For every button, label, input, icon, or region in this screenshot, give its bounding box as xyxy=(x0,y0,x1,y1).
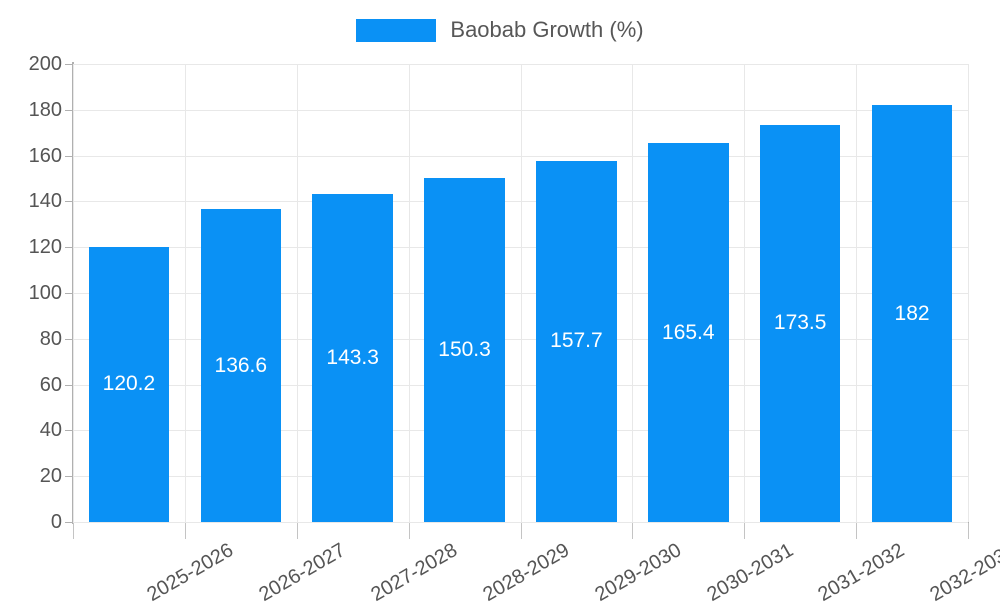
gridline-horizontal xyxy=(73,522,968,523)
y-axis-tick-mark xyxy=(65,384,72,386)
bar-value-label: 136.6 xyxy=(214,353,268,377)
y-axis-tick-label: 200 xyxy=(28,53,62,75)
gridline-horizontal xyxy=(73,155,968,157)
bar-value-label: 150.3 xyxy=(438,337,491,361)
x-axis-tick-label: 2026-2027 xyxy=(255,539,350,606)
x-axis-tick-label: 2032-2033 xyxy=(926,539,1000,606)
gridline-vertical xyxy=(185,64,186,522)
gridline-horizontal xyxy=(73,293,968,294)
y-axis-tick-mark xyxy=(65,64,72,65)
y-axis-tick-mark xyxy=(65,338,72,340)
x-axis-tick-mark xyxy=(520,523,522,539)
y-axis-tick-label: 100 xyxy=(28,282,62,304)
y-axis-tick-mark xyxy=(65,293,72,294)
gridline-horizontal xyxy=(73,430,968,432)
x-axis-tick-mark xyxy=(856,523,858,539)
bar-value-label: 143.3 xyxy=(326,345,379,369)
gridline-horizontal xyxy=(73,338,968,340)
plot-area: 120.2 136.6 143.3 150.3 157.7 165.4 173.5 182 xyxy=(73,64,969,523)
y-axis-tick-label: 140 xyxy=(28,190,62,213)
bar-value-label: 182 xyxy=(894,301,930,325)
gridline-vertical xyxy=(968,64,969,522)
gridline-vertical xyxy=(73,64,74,522)
y-axis-tick-label: 20 xyxy=(39,465,62,488)
bar-value-label: 157.7 xyxy=(550,329,603,353)
x-axis-tick-mark xyxy=(632,523,634,539)
y-axis-tick-mark xyxy=(65,201,72,203)
gridline-vertical xyxy=(297,64,298,522)
x-axis-tick-label: 2029-2030 xyxy=(590,539,685,606)
gridline-horizontal xyxy=(73,109,968,111)
y-axis-tick-mark xyxy=(65,109,72,111)
gridline-horizontal xyxy=(73,247,968,249)
bar[interactable]: 173.5 xyxy=(759,124,841,522)
bar-value-label: 173.5 xyxy=(773,311,827,335)
x-axis-tick-label: 2030-2031 xyxy=(702,539,797,606)
chart-legend: Baobab Growth (%) xyxy=(0,10,1000,50)
x-axis-tick-mark xyxy=(744,523,746,539)
legend-item-label: Baobab Growth (%) xyxy=(450,17,644,42)
y-axis-tick-mark xyxy=(65,522,72,523)
gridline-vertical xyxy=(744,64,745,522)
x-axis-tick-mark xyxy=(296,523,298,539)
legend-color-swatch-icon xyxy=(356,18,437,42)
y-axis-tick-mark xyxy=(65,430,72,432)
gridline-vertical xyxy=(521,64,522,522)
x-axis-tick-label: 2025-2026 xyxy=(143,539,238,606)
x-axis-tick-label: 2031-2032 xyxy=(814,539,909,606)
gridline-vertical xyxy=(632,64,633,522)
y-axis-tick-label: 160 xyxy=(28,144,62,167)
gridline-horizontal xyxy=(73,384,968,386)
x-axis-tick-mark xyxy=(408,523,410,539)
gridline-vertical xyxy=(856,64,857,522)
x-axis-tick-label: 2028-2029 xyxy=(479,539,573,606)
x-axis-tick-mark xyxy=(73,523,74,539)
y-axis-tick-label: 40 xyxy=(39,419,62,442)
bar-value-label: 120.2 xyxy=(102,372,156,396)
bar[interactable]: 136.6 xyxy=(200,209,282,522)
y-axis-tick-mark xyxy=(65,247,72,249)
y-axis-tick-mark xyxy=(65,155,72,157)
y-axis-tick-label: 120 xyxy=(28,236,62,259)
bar[interactable]: 165.4 xyxy=(648,143,729,522)
x-axis-tick-mark xyxy=(968,523,969,539)
bar[interactable]: 143.3 xyxy=(312,193,393,522)
gridline-horizontal xyxy=(73,64,968,65)
gridline-horizontal xyxy=(73,476,968,478)
legend-item-baobab-growth[interactable]: Baobab Growth (%) xyxy=(356,17,644,42)
y-axis-tick-label: 0 xyxy=(50,511,62,533)
bar[interactable]: 182 xyxy=(871,105,953,522)
y-axis-tick-label: 180 xyxy=(28,98,62,121)
bar[interactable]: 120.2 xyxy=(88,246,170,522)
gridline-horizontal xyxy=(73,201,968,203)
x-axis-tick-mark xyxy=(184,523,186,539)
y-axis-tick-label: 60 xyxy=(39,373,62,396)
gridline-vertical xyxy=(409,64,410,522)
bar[interactable]: 150.3 xyxy=(424,177,505,522)
bar[interactable]: 157.7 xyxy=(536,160,617,522)
y-axis-tick-label: 80 xyxy=(39,327,62,350)
y-axis-tick-mark xyxy=(65,476,72,478)
x-axis-tick-label: 2027-2028 xyxy=(367,539,462,606)
bar-value-label: 165.4 xyxy=(662,320,715,344)
